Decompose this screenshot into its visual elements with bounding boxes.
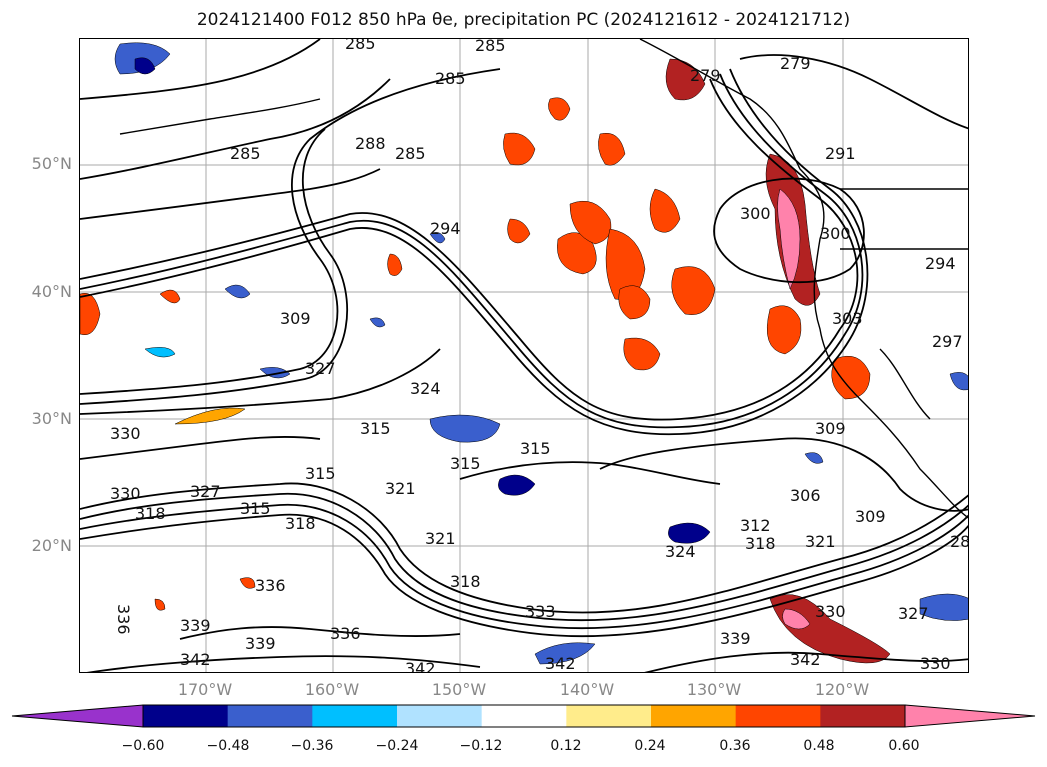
contour-label: 279	[780, 54, 811, 73]
contour-label: 289	[950, 532, 969, 551]
contour-label: 288	[355, 134, 386, 153]
contour-label: 294	[925, 254, 956, 273]
contour-label: 324	[410, 379, 441, 398]
colorbar-cell	[651, 705, 737, 727]
contour-label: 321	[805, 532, 836, 551]
colorbar-cell	[566, 705, 652, 727]
contour-label: 285	[395, 144, 426, 163]
colorbar-tick: −0.48	[206, 738, 250, 754]
contour-label: 279	[690, 66, 721, 85]
contour-label: 315	[305, 464, 336, 483]
contour-label-layer: 285 285 285 285 288 285 294 300 300 291 …	[110, 39, 969, 673]
lon-label-170w: 170°W	[177, 680, 233, 699]
contour-label: 309	[815, 419, 846, 438]
contour-label: 327	[305, 359, 336, 378]
contour-label: 318	[450, 572, 481, 591]
contour-label: 297	[932, 332, 963, 351]
contour-label: 330	[110, 484, 141, 503]
contour-label: 336	[330, 624, 361, 643]
colorbar-tick: −0.36	[290, 738, 334, 754]
colorbar-tick: −0.24	[375, 738, 419, 754]
colorbar-cells	[11, 704, 1036, 728]
contour-label: 321	[425, 529, 456, 548]
colorbar-cell	[143, 705, 229, 727]
contour-label: 309	[280, 309, 311, 328]
colorbar-tick: 0.48	[803, 738, 835, 754]
colorbar-tick: 0.60	[888, 738, 920, 754]
contour-label: 285	[475, 39, 506, 55]
contour-label: 285	[230, 144, 261, 163]
lon-label-160w: 160°W	[304, 680, 360, 699]
lat-label-20n: 20°N	[31, 536, 72, 555]
contour-label: 321	[385, 479, 416, 498]
contour-label: 315	[520, 439, 551, 458]
contour-label: 327	[898, 604, 929, 623]
contour-label: 303	[832, 309, 863, 328]
contour-label: 300	[740, 204, 771, 223]
contour-label: 318	[285, 514, 316, 533]
lon-label-150w: 150°W	[431, 680, 487, 699]
contour-label: 336	[255, 576, 286, 595]
colorbar-extend-high	[904, 704, 1036, 728]
contour-label: 342	[545, 654, 576, 673]
contour-label: 318	[135, 504, 166, 523]
colorbar-tick: −0.60	[121, 738, 165, 754]
contour-label: 339	[180, 616, 211, 635]
lon-label-130w: 130°W	[686, 680, 742, 699]
contour-label: 318	[745, 534, 776, 553]
colorbar-cell	[735, 705, 821, 727]
lat-label-30n: 30°N	[31, 409, 72, 428]
colorbar-tick: −0.12	[459, 738, 503, 754]
colorbar-cell	[397, 705, 483, 727]
contour-label: 300	[820, 224, 851, 243]
lon-label-120w: 120°W	[814, 680, 870, 699]
colorbar-frame	[142, 704, 906, 728]
colorbar-cell	[312, 705, 398, 727]
contour-label: 315	[240, 499, 271, 518]
colorbar	[11, 704, 1036, 728]
coastlines	[119, 39, 968, 519]
contour-label: 330	[920, 654, 951, 673]
contour-label: 315	[360, 419, 391, 438]
map-panel: 285 285 285 285 288 285 294 300 300 291 …	[79, 38, 969, 673]
contour-label: 324	[665, 542, 696, 561]
contour-label: 333	[525, 602, 556, 621]
contour-label: 285	[435, 69, 466, 88]
lon-label-140w: 140°W	[559, 680, 615, 699]
lat-label-40n: 40°N	[31, 282, 72, 301]
colorbar-cell	[820, 705, 906, 727]
colorbar-cell	[481, 705, 567, 727]
colorbar-tick: 0.12	[550, 738, 582, 754]
map-canvas: 285 285 285 285 288 285 294 300 300 291 …	[80, 39, 969, 673]
contour-label: 315	[450, 454, 481, 473]
lat-label-50n: 50°N	[31, 154, 72, 173]
contour-label: 309	[855, 507, 886, 526]
theta-e-contours	[80, 39, 968, 672]
precip-negative-areas	[114, 42, 968, 665]
colorbar-tick: 0.36	[719, 738, 751, 754]
contour-label: 330	[815, 602, 846, 621]
contour-label: 339	[720, 629, 751, 648]
contour-label: 294	[430, 219, 461, 238]
contour-label: 285	[345, 39, 376, 53]
precip-positive-areas	[80, 58, 891, 664]
contour-label: 342	[405, 659, 436, 673]
contour-label: 312	[740, 516, 771, 535]
contour-label: 330	[110, 424, 141, 443]
map-title: 2024121400 F012 850 hPa θe, precipitatio…	[196, 10, 851, 30]
contour-label: 342	[180, 650, 211, 669]
colorbar-cell	[227, 705, 313, 727]
contour-label: 336	[114, 604, 133, 635]
contour-label: 291	[825, 144, 856, 163]
contour-label: 306	[790, 486, 821, 505]
contour-label: 327	[190, 482, 221, 501]
colorbar-extend-low	[11, 704, 144, 728]
contour-label: 342	[790, 650, 821, 669]
contour-label: 339	[245, 634, 276, 653]
colorbar-tick: 0.24	[634, 738, 666, 754]
